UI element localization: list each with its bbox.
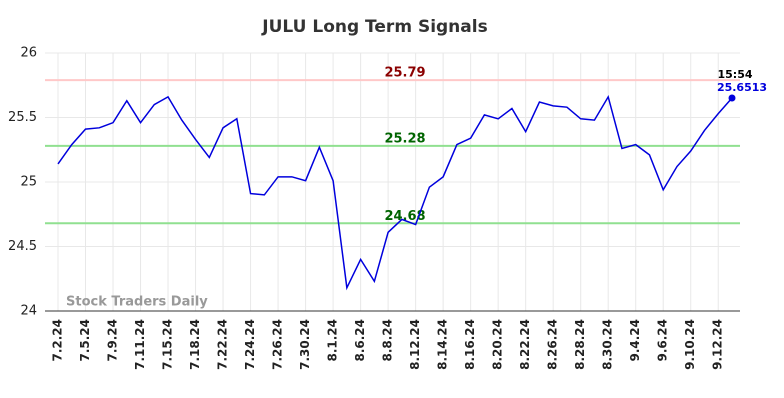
x-tick-label: 8.28.24 bbox=[573, 319, 587, 370]
x-tick-label: 8.6.24 bbox=[353, 319, 367, 362]
last-value: 25.6513 bbox=[717, 81, 767, 94]
x-tick-label: 8.30.24 bbox=[601, 319, 615, 370]
y-tick-label: 24 bbox=[20, 304, 37, 319]
x-tick-label: 8.12.24 bbox=[408, 319, 422, 370]
x-tick-label: 7.26.24 bbox=[271, 319, 285, 370]
x-tick-label: 9.10.24 bbox=[683, 319, 697, 370]
price-line bbox=[57, 94, 733, 291]
x-tick-label: 7.18.24 bbox=[188, 319, 202, 370]
x-tick-label: 7.22.24 bbox=[216, 319, 230, 370]
signal-label: 24.68 bbox=[384, 209, 425, 224]
y-tick-label: 25.5 bbox=[8, 110, 37, 125]
x-tick-label: 8.22.24 bbox=[518, 319, 532, 370]
x-tick-label: 8.8.24 bbox=[381, 319, 395, 362]
signal-label: 25.28 bbox=[384, 131, 425, 146]
last-time: 15:54 bbox=[717, 68, 752, 81]
x-tick-label: 7.9.24 bbox=[106, 319, 120, 362]
y-tick-label: 24.5 bbox=[8, 239, 37, 254]
x-tick-label: 8.20.24 bbox=[491, 319, 505, 370]
x-tick-label: 9.4.24 bbox=[628, 319, 642, 362]
x-tick-label: 7.30.24 bbox=[298, 319, 312, 370]
x-tick-label: 9.6.24 bbox=[656, 319, 670, 362]
chart-title: JULU Long Term Signals bbox=[261, 17, 487, 37]
x-tick-label: 8.14.24 bbox=[436, 319, 450, 370]
x-tick-label: 9.12.24 bbox=[711, 319, 725, 370]
x-tick-label: 7.24.24 bbox=[243, 319, 257, 370]
watermark: Stock Traders Daily bbox=[66, 295, 208, 310]
x-tick-label: 7.2.24 bbox=[51, 319, 65, 362]
x-tick-label: 8.1.24 bbox=[326, 319, 340, 362]
x-tick-label: 7.11.24 bbox=[133, 319, 147, 370]
x-tick-label: 7.5.24 bbox=[78, 319, 92, 362]
last-point bbox=[728, 94, 736, 102]
y-tick-label: 25 bbox=[20, 175, 37, 190]
y-tick-label: 26 bbox=[20, 46, 37, 61]
x-tick-label: 7.15.24 bbox=[161, 319, 175, 370]
x-tick-label: 8.16.24 bbox=[463, 319, 477, 370]
signal-label: 25.79 bbox=[384, 66, 425, 81]
x-tick-label: 8.26.24 bbox=[546, 319, 560, 370]
